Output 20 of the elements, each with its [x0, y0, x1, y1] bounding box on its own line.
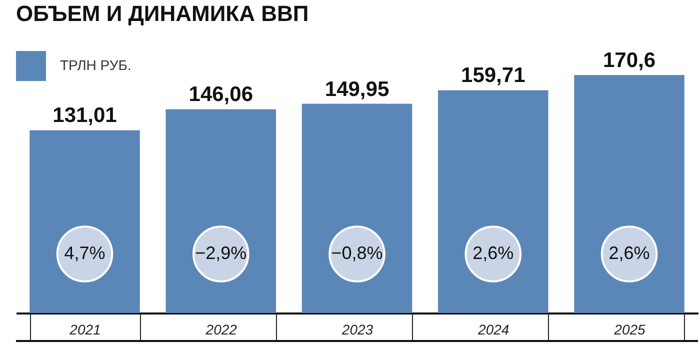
annotation: −2,9%: [195, 243, 247, 263]
data-label: 159,71: [461, 64, 526, 88]
bar: [438, 90, 548, 313]
x-tick-label: 2024: [477, 322, 510, 338]
legend-label: ТРЛН РУБ.: [60, 57, 132, 73]
annotation: 2,6%: [608, 243, 650, 263]
bar: [302, 104, 412, 313]
data-label: 131,01: [52, 104, 118, 128]
bar: [574, 75, 684, 313]
data-label: 149,95: [324, 78, 390, 101]
annotation: 2,6%: [472, 243, 514, 263]
data-label: 170,6: [602, 49, 656, 72]
data-label: 146,06: [188, 83, 253, 106]
chart-title: ОБЪЕМ И ДИНАМИКА ВВП: [16, 1, 309, 26]
annotation: 4,7%: [64, 243, 106, 263]
annotation: −0,8%: [331, 243, 383, 263]
x-tick-label: 2025: [613, 322, 646, 338]
x-tick-label: 2021: [68, 322, 101, 338]
x-tick-label: 2023: [340, 322, 374, 338]
x-tick-label: 2022: [204, 322, 238, 338]
